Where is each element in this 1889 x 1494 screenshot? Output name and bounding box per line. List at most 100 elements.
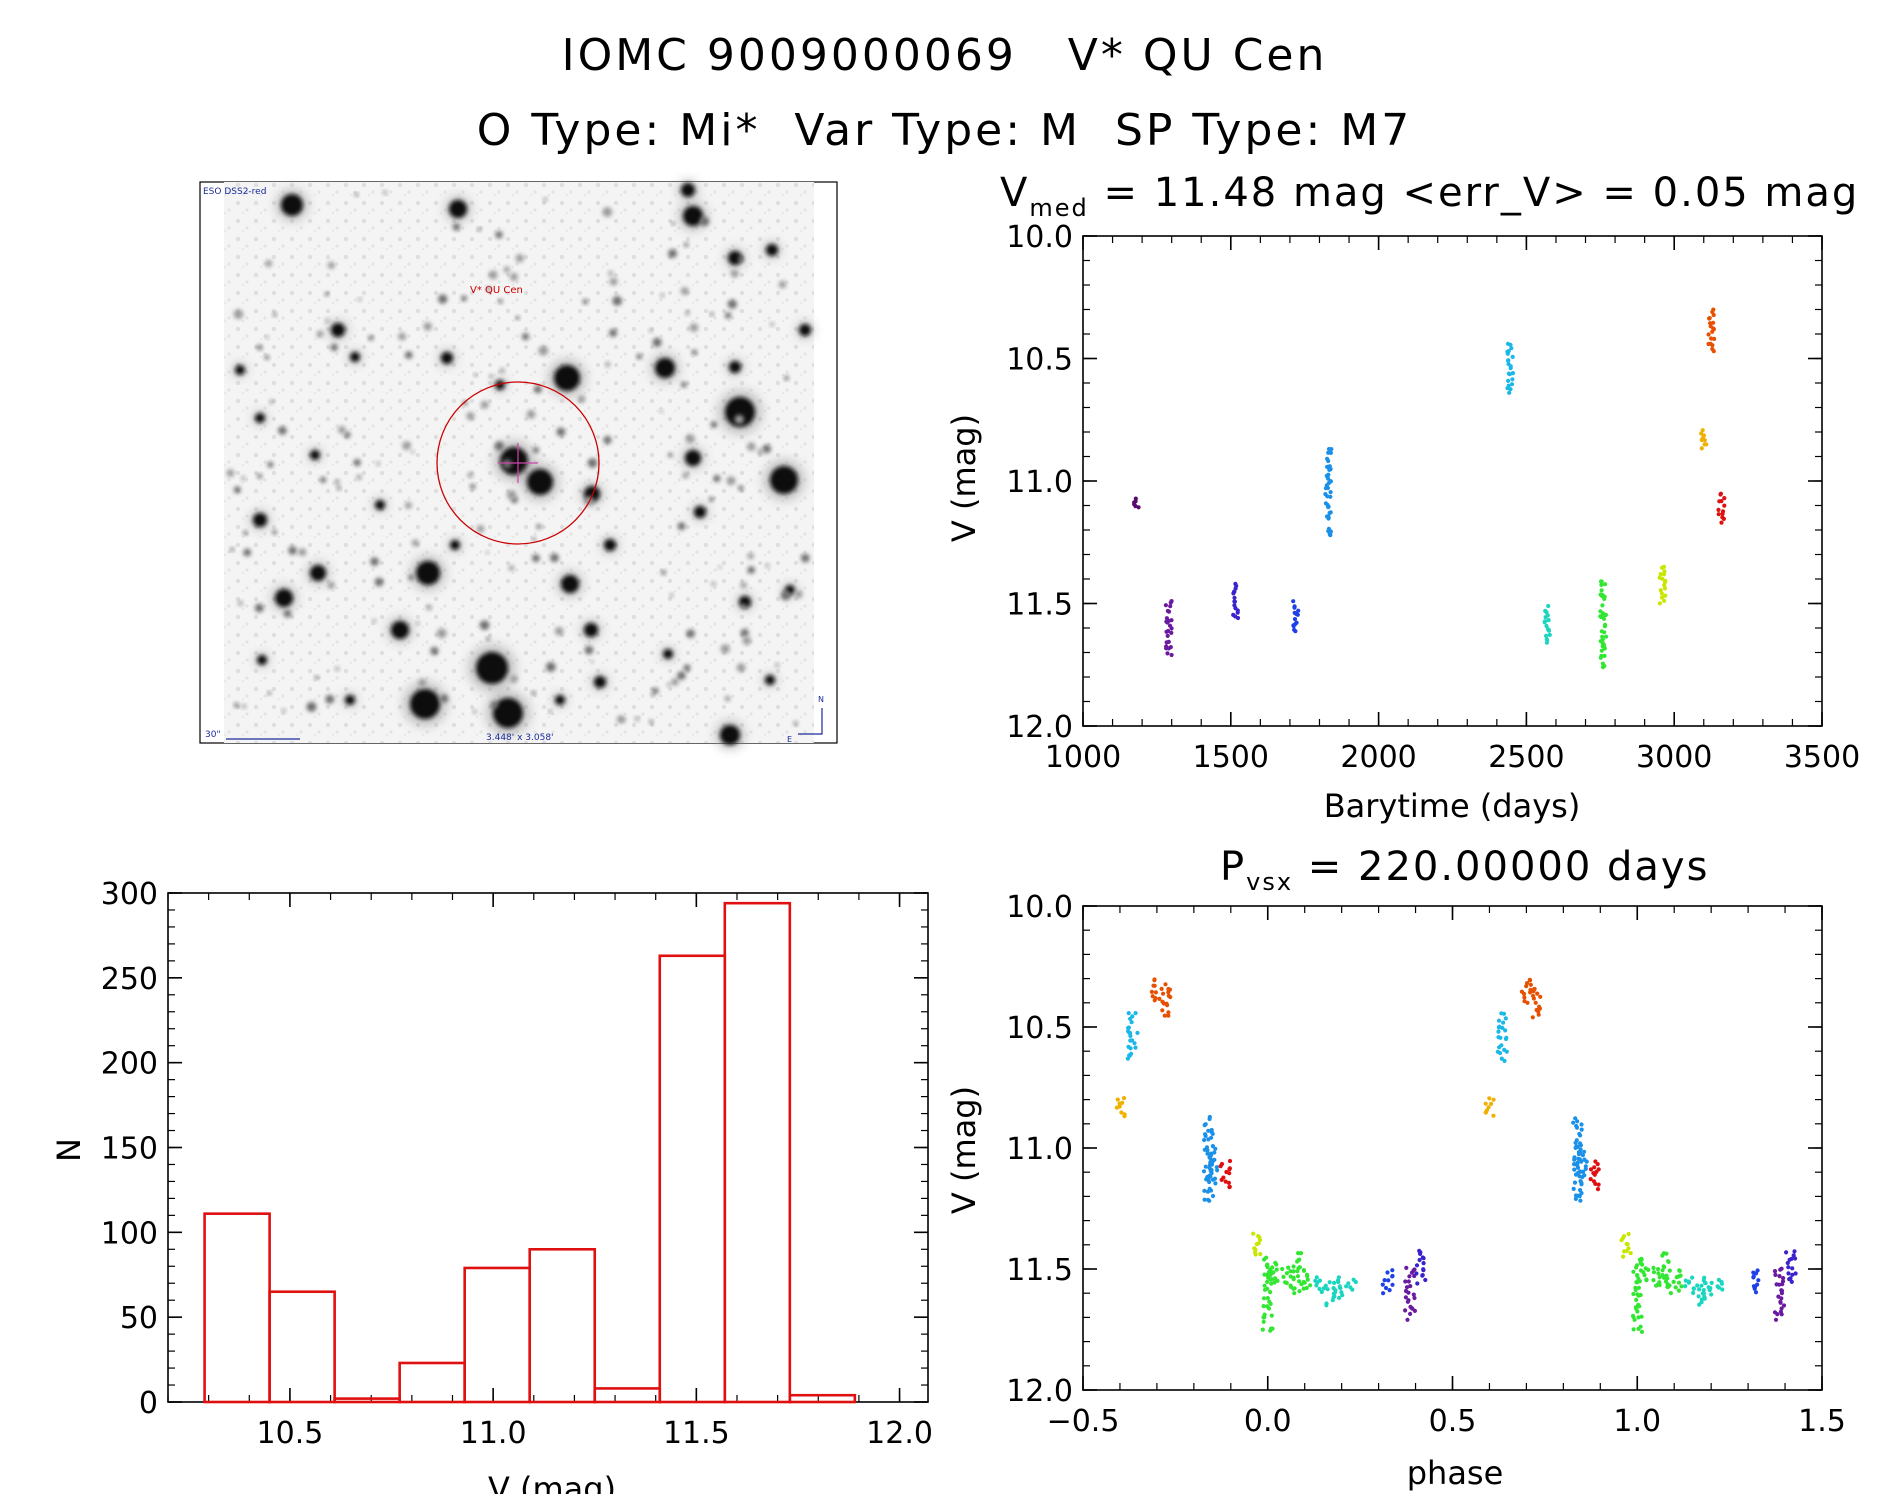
faint-star [267, 691, 272, 695]
lc-t2445-point [1506, 371, 1511, 376]
faint-star [316, 330, 324, 338]
ph-q18-point [1753, 1290, 1759, 1295]
star [441, 352, 453, 364]
ph-q2-point [1496, 1035, 1501, 1040]
faint-star [536, 524, 542, 530]
ph-p20-point [1420, 1255, 1425, 1260]
histogram-bar [463, 1266, 532, 1404]
faint-star [467, 472, 474, 478]
lc-t3100-point [1699, 437, 1704, 443]
phased-curve-panel: Pvsx = 220.00000 days −0.5 0.0 0.5 1.0 1.5 10… [945, 844, 1846, 1492]
lc-t2760-point [1601, 642, 1607, 648]
ph-q16-point [1702, 1294, 1707, 1299]
ph-q19-point [1779, 1296, 1784, 1301]
lc-ytick-label: 12.0 [1006, 710, 1073, 745]
faint-star [272, 312, 277, 317]
ph-q8-point [1621, 1254, 1626, 1259]
lc-t2570-point [1544, 633, 1549, 639]
ph-p9-point [1269, 1281, 1274, 1286]
ph-q7-point [1588, 1167, 1594, 1172]
lc-xtick-label: 3000 [1636, 740, 1712, 775]
phased-curve-xlabel: phase [1407, 1454, 1504, 1492]
ph-p6-point [1213, 1181, 1218, 1186]
north-label: N [818, 695, 824, 704]
faint-star [669, 593, 674, 598]
ph-q7-point [1592, 1165, 1597, 1170]
lc-t3160-point [1719, 520, 1724, 525]
ph-q2-point [1502, 1058, 1507, 1063]
ph-q17-point [1716, 1285, 1722, 1290]
lc-t1830-point [1328, 494, 1333, 499]
faint-star [661, 570, 666, 575]
ph-q5-point [1578, 1143, 1583, 1148]
faint-star [718, 565, 722, 569]
ph-p16-point [1337, 1295, 1342, 1300]
ph-q6-point [1579, 1182, 1584, 1187]
star [720, 725, 740, 745]
light-curve-title-sub: med [1029, 194, 1088, 222]
ph-p11-point [1286, 1265, 1291, 1270]
ph-q8-point [1626, 1231, 1631, 1237]
ph-p4-point [1161, 991, 1166, 996]
ph-q3-point [1528, 978, 1533, 983]
ph-p17-point [1344, 1284, 1349, 1289]
lc-t1290-point [1165, 651, 1170, 656]
star [310, 450, 320, 460]
ph-q13-point [1674, 1275, 1679, 1280]
faint-star [237, 600, 243, 606]
faint-star [532, 447, 540, 454]
star [770, 466, 798, 494]
ph-p16-point [1333, 1288, 1338, 1293]
lc-t2445-point [1505, 351, 1510, 356]
ph-p3-point [1149, 989, 1154, 995]
ph-q12-point [1666, 1284, 1671, 1289]
ph-q5-point [1573, 1116, 1578, 1121]
ph-p9-point [1268, 1301, 1273, 1306]
faint-star [498, 299, 503, 304]
histogram-bar [398, 1361, 466, 1404]
faint-star [543, 197, 548, 202]
lc-t3125-point [1710, 329, 1715, 334]
star [766, 244, 778, 256]
ph-p6-point [1205, 1151, 1210, 1156]
ph-q19-point [1777, 1274, 1782, 1279]
lc-ytick-label: 11.0 [1006, 465, 1073, 500]
lc-t3100-point [1699, 446, 1704, 451]
ph-p12-point [1297, 1289, 1302, 1294]
lc-t2960-point [1659, 595, 1665, 600]
faint-star [506, 490, 517, 500]
faint-star [784, 375, 789, 381]
ph-q18-point [1752, 1286, 1757, 1291]
faint-star [740, 628, 749, 638]
ph-q20-point [1787, 1277, 1792, 1282]
ph-p5-point [1210, 1131, 1215, 1136]
lc-t1720-point [1291, 599, 1296, 604]
ph-p19-point [1412, 1295, 1417, 1301]
lc-t1830-point [1327, 467, 1332, 472]
ph-p11-point [1284, 1280, 1289, 1286]
faint-star [488, 270, 498, 280]
faint-star [691, 349, 698, 356]
ph-q9-point [1635, 1309, 1640, 1314]
faint-star [652, 337, 662, 347]
ph-p18-point [1387, 1288, 1392, 1293]
faint-star [780, 590, 791, 601]
compass-arrows [798, 708, 823, 735]
ph-p9-point [1264, 1263, 1269, 1268]
star [527, 469, 553, 495]
faint-star [794, 590, 803, 599]
faint-star [411, 450, 415, 454]
lc-t1515-point [1235, 610, 1240, 615]
ph-q5-point [1578, 1198, 1583, 1203]
lc-t1290-point [1169, 630, 1174, 636]
star [765, 675, 775, 685]
hist-xtick-label: 11.5 [663, 1416, 730, 1451]
faint-star [659, 409, 663, 413]
faint-star [668, 249, 677, 258]
ph-p5-point [1205, 1148, 1210, 1153]
faint-star [503, 266, 510, 273]
faint-star [666, 682, 671, 687]
ph-p9-point [1269, 1326, 1274, 1331]
ph-p19-point [1408, 1311, 1413, 1316]
finder-image: ESO DSS2-red V* QU Cen 30" 3.448' x 3.05… [199, 179, 838, 750]
